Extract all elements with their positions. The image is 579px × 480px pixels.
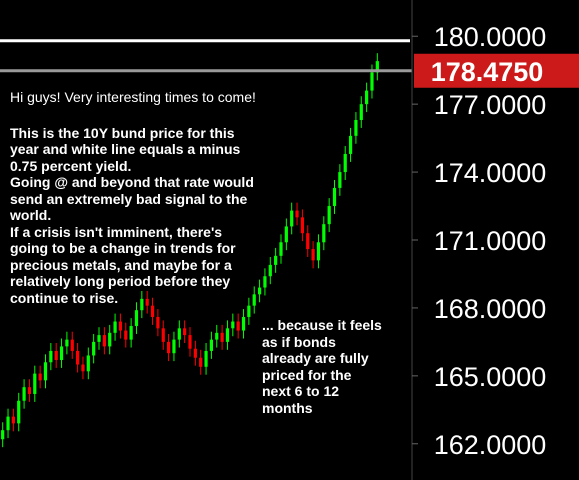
candle-body xyxy=(113,321,117,333)
candle-body xyxy=(252,294,256,306)
candle-body xyxy=(59,346,64,360)
candle-body xyxy=(199,357,203,367)
annotation-lead: Hi guys! Very interesting times to come! xyxy=(10,88,256,105)
candle-body xyxy=(284,226,288,243)
candle-body xyxy=(65,339,69,347)
candle-body xyxy=(338,172,342,188)
candle-body xyxy=(370,72,374,91)
candle-body xyxy=(134,310,139,327)
candle-body xyxy=(188,335,192,349)
annotation-side: ... because it feels as if bonds already… xyxy=(262,317,382,416)
candle-body xyxy=(257,287,262,295)
candle-body xyxy=(140,298,144,311)
candle-body xyxy=(70,339,74,351)
price-axis-tick-label: 174.0000 xyxy=(434,158,547,188)
candle-body xyxy=(375,61,379,73)
candle-body xyxy=(306,233,310,250)
candle-body xyxy=(274,255,278,265)
annotation-main: Hi guys! Very interesting times to come!… xyxy=(10,72,310,306)
candle-body xyxy=(49,350,53,363)
candle-body xyxy=(311,249,315,261)
candle-body xyxy=(124,330,128,340)
candle-body xyxy=(33,373,37,394)
candle-body xyxy=(177,328,181,340)
candle-body xyxy=(343,153,347,173)
candle-body xyxy=(76,350,80,365)
candle-body xyxy=(27,387,32,394)
candle-body xyxy=(102,335,106,347)
candle-body xyxy=(97,335,101,342)
candle-body xyxy=(38,373,42,381)
price-axis-tick-label: 168.0000 xyxy=(434,294,547,324)
price-axis-tick-label: 162.0000 xyxy=(434,430,547,460)
candle-body xyxy=(247,305,251,317)
candle-body xyxy=(22,387,26,401)
candle-body xyxy=(241,316,246,331)
candle-body xyxy=(11,416,15,424)
candle-body xyxy=(279,242,283,256)
candle-body xyxy=(220,332,224,342)
candle-body xyxy=(332,187,337,207)
candle-body xyxy=(236,321,240,331)
price-axis-tick-label: 177.0000 xyxy=(434,90,547,120)
candle-body xyxy=(365,90,369,105)
candle-body xyxy=(290,210,294,227)
candle-body xyxy=(204,350,208,367)
price-axis-tick-label: 180.0000 xyxy=(434,22,547,52)
candle-body xyxy=(193,348,197,358)
annotation-body: This is the 10Y bund price for this year… xyxy=(10,124,254,306)
candle-body xyxy=(81,364,85,372)
candle-body xyxy=(354,120,358,136)
candle-body xyxy=(322,224,326,243)
candle-body xyxy=(43,362,48,381)
candle-body xyxy=(108,332,112,347)
candle-body xyxy=(348,135,353,154)
candle-body xyxy=(172,339,176,354)
candle-body xyxy=(295,210,299,218)
candle-body xyxy=(17,400,21,424)
candle-body xyxy=(129,326,133,340)
candle-body xyxy=(156,316,160,329)
candle-body xyxy=(209,339,214,351)
candle-body xyxy=(92,341,96,356)
price-axis-tick-label: 165.0000 xyxy=(434,362,547,392)
last-price-label: 178.4750 xyxy=(431,57,544,87)
candle-body xyxy=(225,328,230,342)
candle-body xyxy=(300,217,304,234)
candle-body xyxy=(145,298,149,306)
candle-body xyxy=(327,206,331,225)
candlestick-series xyxy=(1,53,379,448)
candle-body xyxy=(166,341,171,354)
candle-body xyxy=(161,328,165,342)
candle-body xyxy=(54,350,58,360)
candle-body xyxy=(316,242,321,261)
candle-body xyxy=(263,276,267,288)
candle-body xyxy=(231,321,235,329)
candle-body xyxy=(6,416,10,431)
price-axis: 180.0000 177.0000 174.0000 171.0000 168.0000… xyxy=(412,22,546,460)
last-price-badge-bg xyxy=(414,53,579,88)
candle-body xyxy=(1,430,5,440)
candle-body xyxy=(118,321,123,331)
candle-body xyxy=(183,328,187,336)
last-price-badge: 178.4750 xyxy=(414,53,579,88)
candle-body xyxy=(150,305,155,317)
price-axis-tick-label: 171.0000 xyxy=(434,226,547,256)
candle-body xyxy=(268,264,272,277)
candle-body xyxy=(215,332,219,340)
candle-body xyxy=(359,104,363,120)
candle-body xyxy=(86,355,90,372)
